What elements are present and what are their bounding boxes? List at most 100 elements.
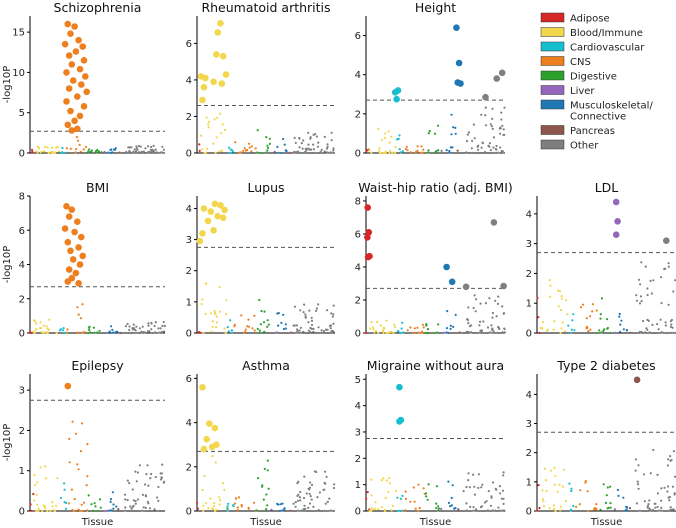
data-point — [39, 321, 42, 324]
data-point — [79, 317, 83, 320]
data-point — [388, 151, 391, 154]
data-point — [55, 504, 58, 507]
data-point — [88, 328, 91, 332]
panel-5: Waist-hip ratio (adj. BMI) 0 2 4 6 8 — [355, 180, 513, 340]
data-point — [458, 331, 461, 334]
data-point — [161, 145, 164, 148]
data-point — [299, 331, 302, 334]
data-point — [495, 488, 498, 491]
data-point — [42, 504, 45, 507]
data-point — [672, 290, 675, 293]
data-point — [310, 319, 314, 322]
data-point — [56, 146, 59, 149]
data-point — [73, 497, 76, 501]
legend-item: Other — [540, 139, 599, 152]
data-point — [149, 477, 152, 480]
data-point — [202, 331, 205, 335]
data-point — [659, 318, 662, 321]
data-point — [649, 279, 652, 282]
data-point — [599, 508, 602, 511]
y-tick-label: 6 — [19, 226, 25, 237]
data-point — [644, 331, 647, 334]
data-point — [198, 143, 201, 146]
significant-point — [71, 117, 78, 125]
data-point — [156, 509, 160, 512]
data-point — [467, 472, 470, 475]
data-point — [443, 331, 446, 334]
data-point — [140, 331, 143, 334]
data-point — [585, 317, 588, 320]
significant-point — [219, 214, 227, 222]
significant-point — [61, 225, 69, 232]
legend-label: CNS — [570, 57, 591, 68]
legend-label: Liver — [570, 86, 595, 97]
data-point — [454, 132, 457, 135]
data-point — [401, 494, 404, 497]
data-point — [417, 331, 420, 334]
significant-point — [67, 107, 74, 115]
data-point — [471, 509, 474, 512]
data-point — [248, 146, 251, 149]
data-point — [503, 106, 506, 109]
y-axis-label: -log10P — [2, 246, 13, 284]
data-point — [309, 326, 312, 329]
data-point — [556, 289, 560, 292]
y-axis-label: -log10P — [2, 66, 13, 104]
data-point — [497, 295, 500, 298]
data-point — [92, 326, 95, 329]
data-point — [384, 132, 387, 135]
data-point — [491, 107, 494, 110]
data-point — [46, 331, 49, 334]
legend-label: Other — [570, 141, 599, 152]
data-point — [541, 498, 544, 501]
data-point — [150, 328, 153, 331]
data-point — [639, 283, 642, 286]
y-tick-label: 2 — [186, 266, 192, 277]
data-point — [640, 330, 643, 334]
data-point — [128, 328, 131, 332]
data-point — [388, 476, 391, 480]
data-point — [393, 151, 397, 154]
data-point — [409, 326, 412, 329]
data-point — [62, 327, 65, 330]
data-point — [669, 455, 672, 458]
data-point — [393, 323, 396, 326]
data-point — [646, 506, 649, 509]
data-point — [308, 309, 311, 312]
data-point — [304, 316, 307, 319]
significant-point — [366, 252, 373, 260]
data-point — [387, 130, 390, 133]
data-point — [215, 136, 218, 139]
data-point — [424, 492, 428, 495]
data-point — [215, 325, 218, 329]
data-point — [572, 313, 575, 316]
significant-point — [80, 57, 88, 64]
data-point — [593, 508, 596, 511]
data-point — [317, 303, 320, 306]
data-point — [213, 311, 216, 314]
data-point — [296, 328, 299, 331]
y-tick-label: 2 — [526, 269, 532, 280]
data-point — [29, 503, 32, 506]
data-point — [258, 331, 261, 335]
significant-point — [64, 20, 72, 28]
data-point — [322, 329, 326, 333]
significant-point — [448, 278, 456, 286]
data-point — [484, 302, 487, 305]
data-point — [314, 132, 317, 136]
significant-point — [214, 29, 221, 36]
data-point — [326, 309, 329, 312]
data-point — [302, 139, 305, 142]
data-point — [65, 147, 68, 150]
data-point — [578, 503, 582, 506]
data-point — [388, 482, 391, 485]
data-point — [31, 150, 34, 153]
data-point — [63, 151, 66, 155]
data-point — [53, 151, 57, 154]
data-point — [205, 116, 208, 119]
data-point — [651, 323, 654, 326]
data-point — [317, 326, 320, 329]
data-point — [437, 505, 440, 508]
data-point — [308, 488, 311, 491]
data-point — [640, 300, 643, 303]
